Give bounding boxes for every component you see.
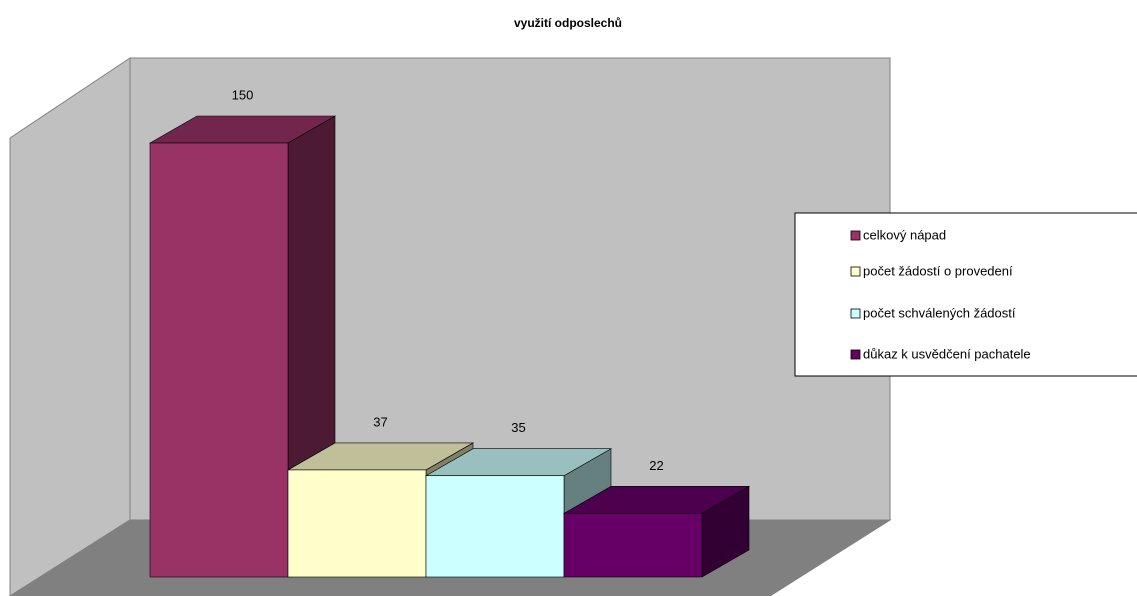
legend-label: počet žádostí o provedení — [863, 263, 1013, 278]
chart-title: využití odposlechů — [514, 16, 622, 30]
side-wall — [9, 57, 131, 596]
data-label: 150 — [232, 87, 254, 102]
data-label: 22 — [649, 458, 663, 473]
legend-label: celkový nápad — [863, 227, 946, 242]
bar — [149, 142, 289, 578]
legend-swatch — [850, 230, 861, 241]
legend-label: počet schválených žádostí — [863, 305, 1016, 320]
legend-label: důkaz k usvědčení pachatele — [863, 346, 1031, 361]
legend-swatch — [850, 349, 861, 360]
bar — [563, 513, 703, 578]
legend-swatch — [850, 308, 861, 319]
bar — [287, 469, 427, 578]
legend-swatch — [850, 266, 861, 277]
bar — [425, 475, 565, 578]
data-label: 35 — [511, 420, 525, 435]
data-label: 37 — [373, 414, 387, 429]
